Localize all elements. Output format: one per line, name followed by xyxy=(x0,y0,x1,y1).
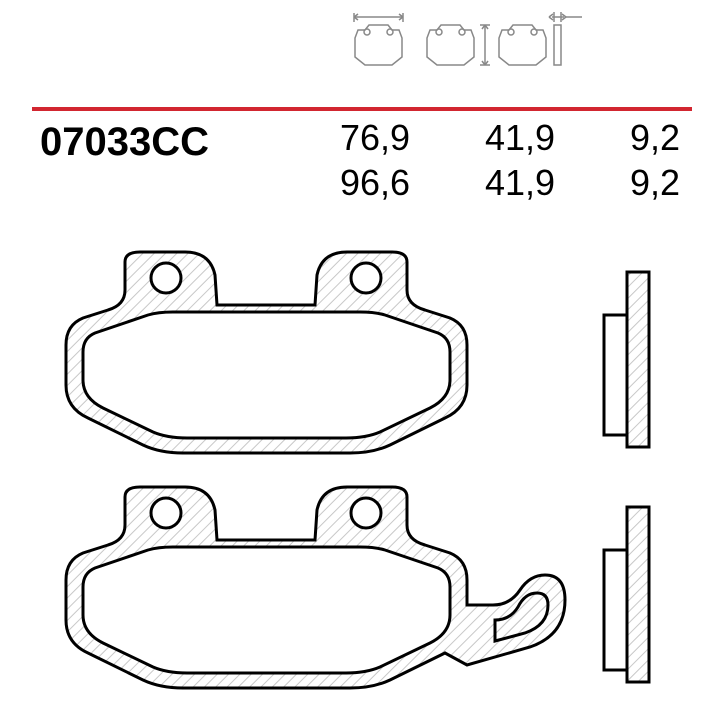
accent-divider xyxy=(32,98,692,102)
spec-height: 41,9 xyxy=(485,115,575,160)
part-number: 07033CC xyxy=(40,120,209,165)
technical-drawings xyxy=(40,235,684,684)
spec-thickness: 9,2 xyxy=(630,160,720,205)
spec-row: 76,9 41,9 9,2 xyxy=(340,115,720,160)
brake-pad-bottom-face xyxy=(55,485,575,700)
mini-pad-height-icon xyxy=(412,10,472,65)
spec-height: 41,9 xyxy=(485,160,575,205)
dimension-legend-icons xyxy=(340,10,544,65)
spec-width: 96,6 xyxy=(340,160,430,205)
brake-pad-top-side xyxy=(599,270,659,465)
spec-thickness: 9,2 xyxy=(630,115,720,160)
spec-width: 76,9 xyxy=(340,115,430,160)
spec-table: 76,9 41,9 9,2 96,6 41,9 9,2 xyxy=(340,115,720,205)
spec-row: 96,6 41,9 9,2 xyxy=(340,160,720,205)
mini-pad-width-icon xyxy=(340,10,400,65)
mini-pad-thickness-icon xyxy=(484,10,544,65)
brake-pad-top-face xyxy=(55,250,485,465)
brake-pad-bottom-side xyxy=(599,505,659,700)
